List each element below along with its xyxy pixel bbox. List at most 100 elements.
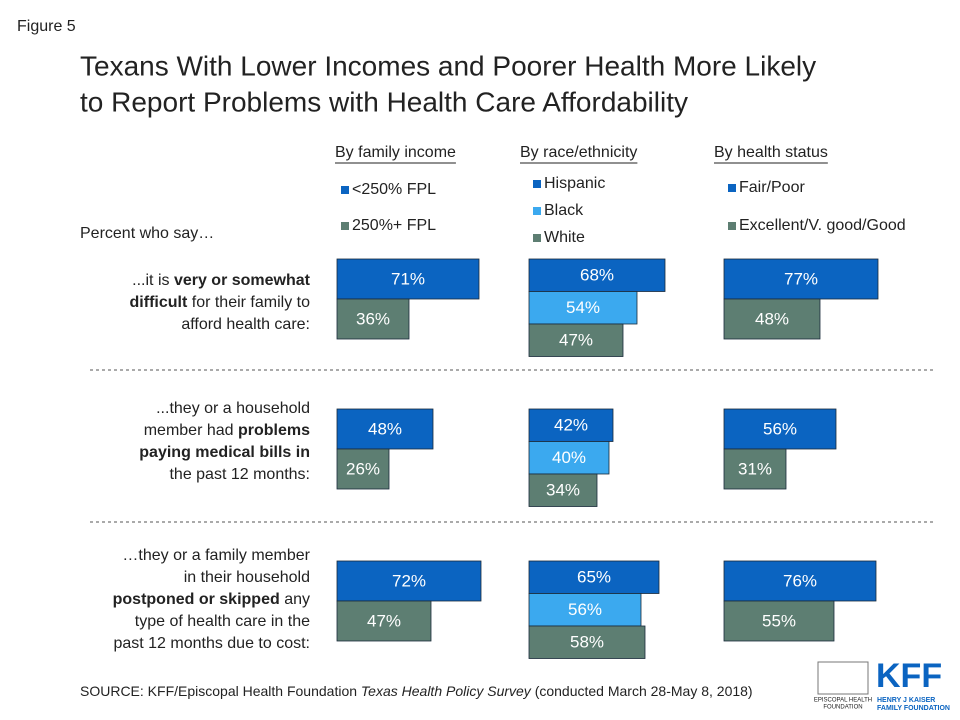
bar bbox=[336, 298, 410, 340]
legend-label: Fair/Poor bbox=[739, 179, 805, 196]
legend-label: White bbox=[544, 229, 585, 246]
bar bbox=[723, 408, 837, 450]
bar bbox=[723, 258, 879, 300]
ehf-logo-box bbox=[817, 661, 869, 695]
ehf-logo-text: EPISCOPAL HEALTH bbox=[814, 698, 872, 704]
question-line: paying medical bills in bbox=[139, 444, 310, 461]
panel-title: By health status bbox=[714, 144, 828, 161]
data-label: 47% bbox=[559, 331, 593, 350]
data-label: 42% bbox=[554, 416, 588, 435]
question-line: ...it is very or somewhat bbox=[132, 272, 311, 289]
bar bbox=[528, 473, 598, 507]
question-line: type of health care in the bbox=[135, 613, 310, 630]
title: to Report Problems with Health Care Affo… bbox=[80, 86, 688, 117]
question-line: difficult for their family to bbox=[130, 294, 311, 311]
data-label: 26% bbox=[346, 459, 380, 478]
bar bbox=[723, 448, 787, 490]
question-text: difficult bbox=[130, 294, 188, 311]
question-text: in their household bbox=[184, 569, 310, 586]
legend-swatch bbox=[341, 222, 349, 230]
legend-swatch bbox=[728, 222, 736, 230]
legend-label: Excellent/V. good/Good bbox=[739, 217, 906, 234]
legend-swatch bbox=[341, 186, 349, 194]
panel-title: By family income bbox=[335, 144, 456, 161]
data-label: 48% bbox=[368, 419, 402, 438]
kff-logo-sub: FAMILY FOUNDATION bbox=[877, 705, 950, 712]
row-heading: Percent who say… bbox=[80, 225, 214, 242]
title: Texans With Lower Incomes and Poorer Hea… bbox=[80, 50, 816, 81]
question-line: afford health care: bbox=[181, 316, 310, 333]
question-text: ...it is bbox=[132, 272, 174, 289]
question-text: the past 12 months: bbox=[169, 466, 310, 483]
data-label: 31% bbox=[738, 459, 772, 478]
question-text: very or somewhat bbox=[174, 272, 311, 289]
figure-label: Figure 5 bbox=[17, 18, 76, 35]
bar bbox=[528, 408, 614, 442]
bar bbox=[528, 323, 624, 357]
data-label: 71% bbox=[391, 269, 425, 288]
bar bbox=[528, 593, 642, 627]
data-label: 58% bbox=[570, 633, 604, 652]
data-label: 48% bbox=[755, 309, 789, 328]
data-label: 55% bbox=[762, 611, 796, 630]
legend-swatch bbox=[728, 184, 736, 192]
legend-swatch bbox=[533, 180, 541, 188]
question-text: …they or a family member bbox=[122, 547, 310, 564]
data-label: 36% bbox=[356, 309, 390, 328]
data-label: 76% bbox=[783, 571, 817, 590]
question-line: past 12 months due to cost: bbox=[113, 635, 310, 652]
question-text: member had bbox=[144, 422, 238, 439]
question-text: postponed or skipped bbox=[113, 591, 280, 608]
question-text: ...they or a household bbox=[156, 400, 310, 417]
bar bbox=[528, 625, 646, 659]
question-line: in their household bbox=[184, 569, 310, 586]
legend-label: 250%+ FPL bbox=[352, 217, 436, 234]
ehf-logo-text: FOUNDATION bbox=[823, 705, 862, 711]
data-label: 40% bbox=[552, 448, 586, 467]
kff-logo-sub: HENRY J KAISER bbox=[877, 697, 935, 704]
bar bbox=[336, 600, 432, 642]
source-text: (conducted March 28-May 8, 2018) bbox=[531, 683, 753, 699]
bar bbox=[528, 258, 666, 292]
question-text: type of health care in the bbox=[135, 613, 310, 630]
data-label: 56% bbox=[763, 419, 797, 438]
question-text: for their family to bbox=[187, 294, 310, 311]
data-label: 65% bbox=[577, 568, 611, 587]
question-text: past 12 months due to cost: bbox=[113, 635, 310, 652]
kff-logo: KFF bbox=[876, 657, 942, 695]
data-label: 54% bbox=[566, 298, 600, 317]
data-label: 77% bbox=[784, 269, 818, 288]
question-text: problems bbox=[238, 422, 310, 439]
question-text: any bbox=[280, 591, 310, 608]
bar bbox=[723, 298, 821, 340]
legend-label: <250% FPL bbox=[352, 181, 436, 198]
question-line: …they or a family member bbox=[122, 547, 310, 564]
source-text: Texas Health Policy Survey bbox=[361, 683, 532, 699]
source-text: SOURCE: KFF/Episcopal Health Foundation bbox=[80, 683, 361, 699]
bar bbox=[336, 560, 482, 602]
bar bbox=[528, 560, 660, 594]
legend-swatch bbox=[533, 207, 541, 215]
data-label: 47% bbox=[367, 611, 401, 630]
legend-label: Black bbox=[544, 202, 584, 219]
data-label: 34% bbox=[546, 481, 580, 500]
source: SOURCE: KFF/Episcopal Health Foundation … bbox=[80, 683, 753, 699]
data-label: 72% bbox=[392, 571, 426, 590]
panel-title: By race/ethnicity bbox=[520, 144, 637, 161]
bar bbox=[336, 448, 390, 490]
question-line: member had problems bbox=[144, 422, 310, 439]
bar bbox=[528, 291, 638, 325]
data-label: 68% bbox=[580, 266, 614, 285]
bar bbox=[723, 600, 835, 642]
bar bbox=[336, 408, 434, 450]
bar bbox=[528, 441, 610, 475]
question-line: the past 12 months: bbox=[169, 466, 310, 483]
question-text: paying medical bills in bbox=[139, 444, 310, 461]
question-text: afford health care: bbox=[181, 316, 310, 333]
question-line: ...they or a household bbox=[156, 400, 310, 417]
bar bbox=[336, 258, 480, 300]
data-label: 56% bbox=[568, 600, 602, 619]
legend-swatch bbox=[533, 234, 541, 242]
bar bbox=[723, 560, 877, 602]
